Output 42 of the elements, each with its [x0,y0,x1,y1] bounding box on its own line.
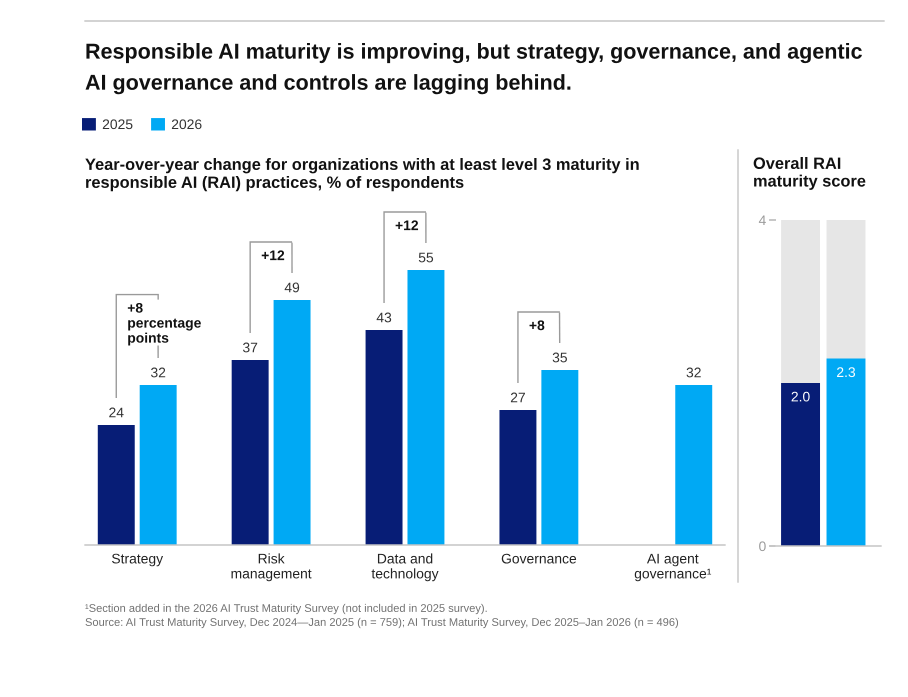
bar [541,370,578,545]
legend-label: 2025 [102,119,132,130]
bar [140,385,177,545]
annotation: +12 [396,220,418,230]
y-tick-label: 4 [758,215,766,226]
x-tick-label: Governance [502,554,576,564]
data-label: 32 [150,368,166,378]
x-tick-label: Risk management [232,553,312,582]
bar [781,383,820,546]
source-note: Source: AI Trust Maturity Survey, Dec 2024—Jan 2025 (n = 759); AI Trust Maturity Survey, Dec 2025–Jan 2026 (n = 496) [86,618,678,628]
bar [407,270,444,545]
bar [826,358,866,546]
data-label: 32 [686,368,701,378]
data-label: 2.3 [837,367,856,378]
data-label: 24 [109,408,124,418]
chart-subtitle: Year-over-year change for organizations with at least level 3 maturity in responsible AI (RAI) practices, % of respondents [85,158,639,192]
y-tick-label: 0 [759,541,766,552]
chart-title: Responsible AI maturity is improving, but strategy, governance, and agentic AI governance and controls are lagging behind. [86,43,862,94]
data-label: 55 [418,252,434,262]
data-label: 37 [242,342,258,352]
annotation: +8 percentage points [128,302,201,346]
bar [826,220,866,359]
x-tick-label: Data and technology [372,553,439,582]
data-label: 35 [552,352,567,362]
annotation: +8 [530,320,544,330]
chart-title: Overall RAI maturity score [754,157,866,190]
data-label: 49 [284,282,300,292]
x-tick-label: AI agent governance¹ [634,554,712,582]
bar [366,330,403,545]
text: ¹Section added in the 2026 AI Trust Maturity Survey (not included in 2025 survey). [85,604,487,614]
bar [232,360,269,545]
bar [781,220,820,383]
x-tick-label: Strategy [112,554,164,566]
data-label: 2.0 [792,392,810,402]
bar [499,410,536,545]
legend-label: 2026 [172,119,202,130]
bar [675,385,712,545]
bar [274,300,311,545]
data-label: 43 [376,312,392,322]
data-label: 27 [510,392,525,402]
annotation: +12 [262,250,284,260]
bar [98,425,135,545]
